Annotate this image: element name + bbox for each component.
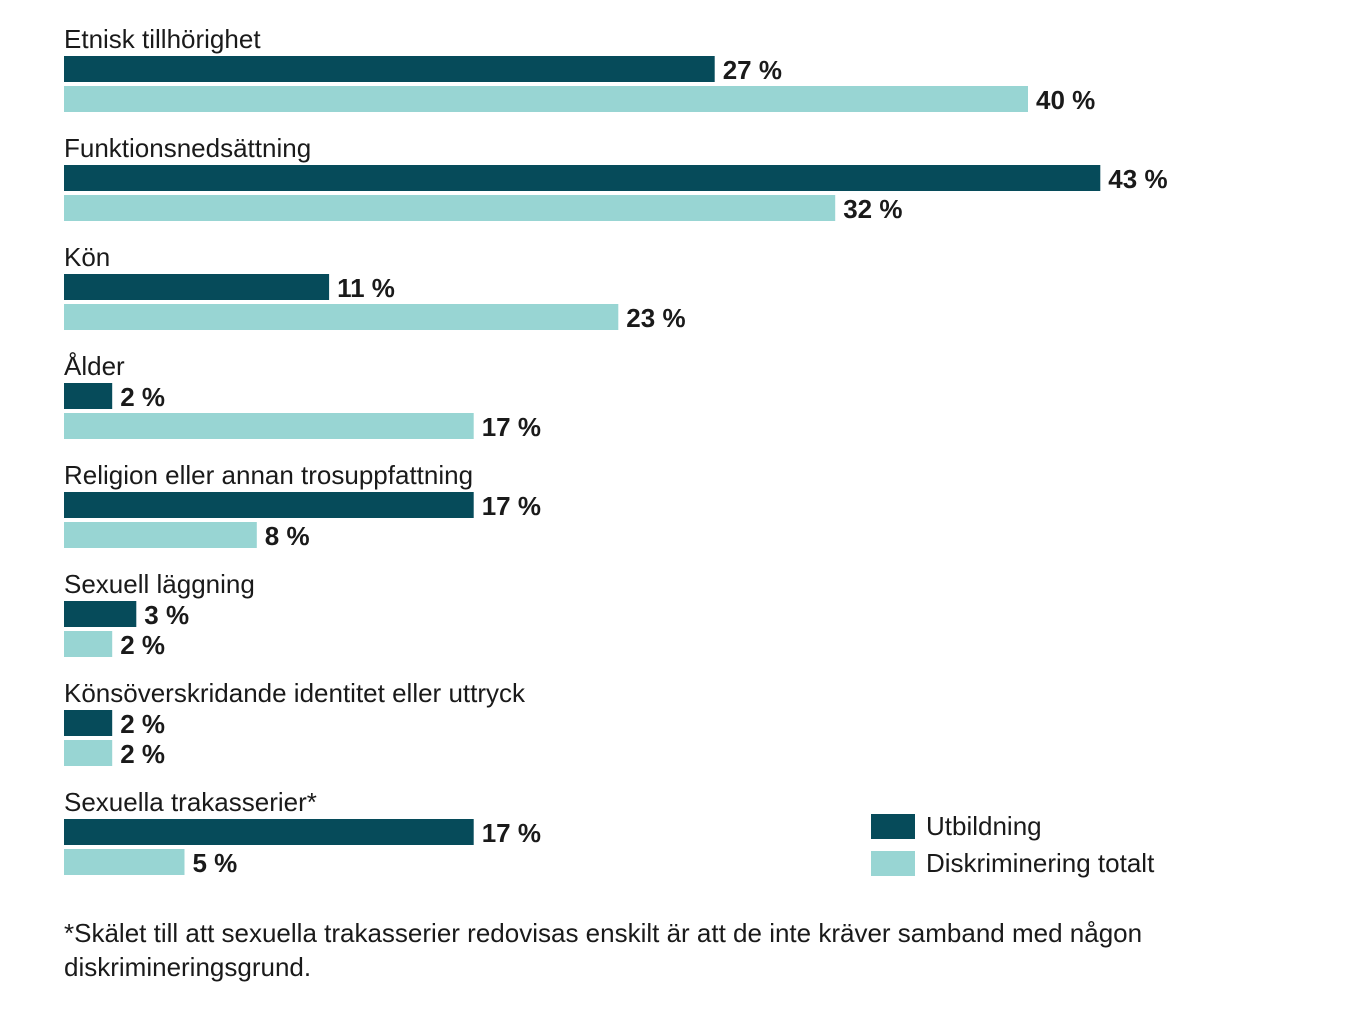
legend-swatch bbox=[871, 814, 915, 839]
legend-swatch bbox=[871, 851, 915, 876]
data-label: 27 % bbox=[723, 55, 782, 85]
category-label: Religion eller annan trosuppfattning bbox=[64, 460, 473, 490]
data-label: 2 % bbox=[120, 709, 165, 739]
category-label: Funktionsnedsättning bbox=[64, 133, 311, 163]
data-label: 23 % bbox=[626, 303, 685, 333]
data-label: 17 % bbox=[482, 818, 541, 848]
legend-label: Diskriminering totalt bbox=[926, 848, 1155, 878]
bar-diskriminering-totalt bbox=[64, 195, 836, 221]
bar-diskriminering-totalt bbox=[64, 86, 1028, 112]
bar-diskriminering-totalt bbox=[64, 522, 257, 548]
bar-diskriminering-totalt bbox=[64, 740, 113, 766]
category-label: Etnisk tillhörighet bbox=[64, 24, 261, 54]
data-label: 3 % bbox=[144, 600, 189, 630]
bar-chart: Etnisk tillhörighet 27 % 40 % Funktionsneds… bbox=[64, 24, 1168, 878]
category-label: Sexuell läggning bbox=[64, 569, 255, 599]
bar-utbildning bbox=[64, 56, 715, 82]
data-label: 2 % bbox=[120, 739, 165, 769]
legend-label: Utbildning bbox=[926, 811, 1042, 841]
bar-diskriminering-totalt bbox=[64, 304, 619, 330]
bar-utbildning bbox=[64, 819, 474, 845]
data-label: 17 % bbox=[482, 412, 541, 442]
bar-utbildning bbox=[64, 492, 474, 518]
data-label: 5 % bbox=[193, 848, 238, 878]
bar-diskriminering-totalt bbox=[64, 631, 113, 657]
category-label: Kön bbox=[64, 242, 110, 272]
bar-utbildning bbox=[64, 710, 113, 736]
data-label: 17 % bbox=[482, 491, 541, 521]
data-label: 2 % bbox=[120, 382, 165, 412]
category-label: Könsöverskridande identitet eller uttryc… bbox=[64, 678, 526, 708]
data-label: 40 % bbox=[1036, 85, 1095, 115]
bar-utbildning bbox=[64, 383, 113, 409]
bar-utbildning bbox=[64, 601, 137, 627]
bar-utbildning bbox=[64, 165, 1101, 191]
data-label: 2 % bbox=[120, 630, 165, 660]
data-label: 11 % bbox=[337, 273, 395, 303]
bar-diskriminering-totalt bbox=[64, 413, 474, 439]
bar-utbildning bbox=[64, 274, 330, 300]
bar-diskriminering-totalt bbox=[64, 849, 185, 875]
data-label: 32 % bbox=[843, 194, 902, 224]
data-label: 43 % bbox=[1108, 164, 1167, 194]
category-label: Ålder bbox=[64, 351, 125, 381]
data-label: 8 % bbox=[265, 521, 310, 551]
footnote: *Skälet till att sexuella trakasserier r… bbox=[64, 918, 1143, 982]
category-label: Sexuella trakasserier* bbox=[64, 787, 317, 817]
